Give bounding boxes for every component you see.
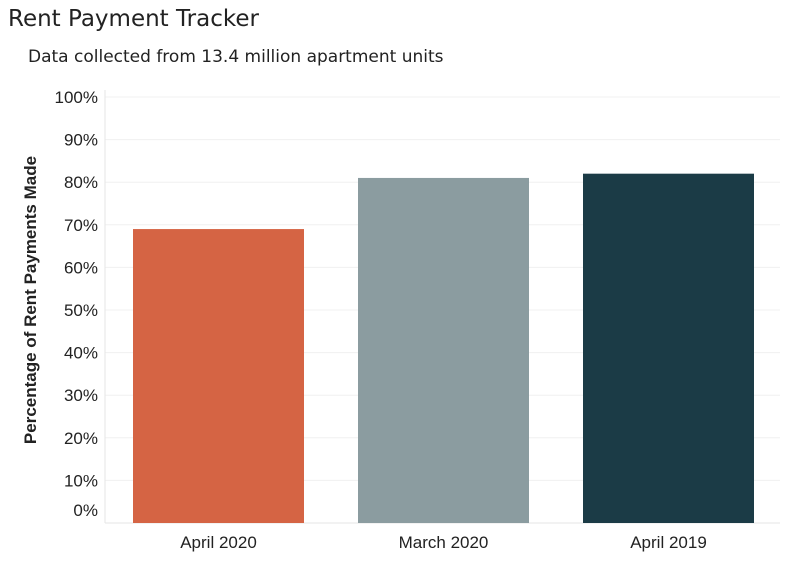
- bar-april-2020[interactable]: [133, 229, 304, 523]
- y-tick-label: 0%: [73, 501, 98, 520]
- y-tick-label: 70%: [64, 216, 98, 235]
- y-tick-label: 50%: [64, 301, 98, 320]
- y-tick-label: 80%: [64, 173, 98, 192]
- y-tick-label: 100%: [55, 88, 98, 107]
- x-tick-label: March 2020: [399, 533, 489, 552]
- chart-title: Rent Payment Tracker: [8, 6, 259, 32]
- x-tick-label: April 2019: [630, 533, 707, 552]
- y-tick-label: 20%: [64, 429, 98, 448]
- bars: [133, 173, 754, 523]
- chart-subtitle: Data collected from 13.4 million apartme…: [28, 47, 444, 67]
- y-tick-label: 10%: [64, 471, 98, 490]
- y-tick-label: 90%: [64, 131, 98, 150]
- bar-march-2020[interactable]: [358, 177, 529, 523]
- bar-april-2019[interactable]: [583, 173, 754, 523]
- y-tick-label: 60%: [64, 258, 98, 277]
- y-tick-labels: 0% 10% 20% 30% 40% 50% 60% 70% 80% 90% 100%: [55, 88, 98, 520]
- y-tick-label: 40%: [64, 344, 98, 363]
- y-tick-label: 30%: [64, 386, 98, 405]
- y-axis-label: Percentage of Rent Payments Made: [21, 156, 40, 444]
- x-tick-label: April 2020: [180, 533, 257, 552]
- x-tick-labels: April 2020 March 2020 April 2019: [180, 533, 707, 552]
